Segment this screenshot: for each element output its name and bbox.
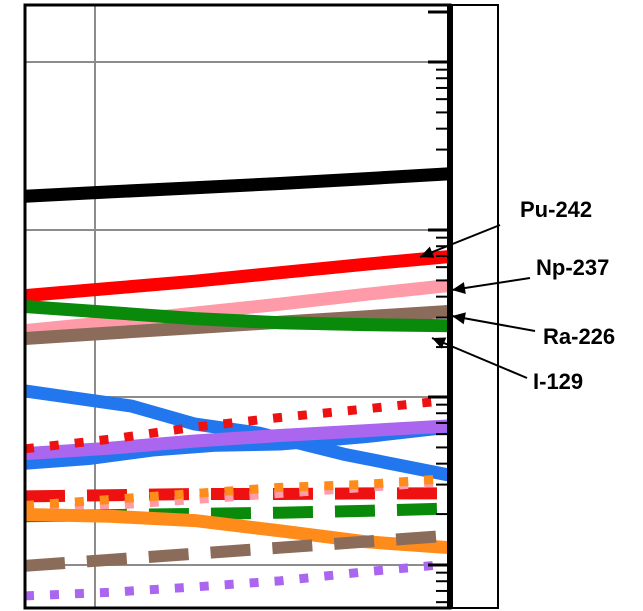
series-line-np-237 bbox=[24, 278, 451, 338]
series-line-10 bbox=[24, 487, 450, 503]
series-line-16 bbox=[24, 559, 451, 601]
arrow-head-ra-226 bbox=[452, 312, 466, 325]
series-line-14 bbox=[24, 508, 451, 555]
label-i-129: I-129 bbox=[533, 369, 583, 394]
series-line-i-129 bbox=[24, 300, 451, 333]
side-panel bbox=[449, 4, 499, 609]
legend-labels: Pu-242 Np-237 Ra-226 I-129 bbox=[520, 197, 615, 394]
series-line-15 bbox=[24, 529, 451, 572]
series-group bbox=[24, 167, 452, 601]
series-line-8 bbox=[24, 419, 451, 461]
label-ra-226: Ra-226 bbox=[543, 324, 615, 349]
arrow-head-i-129 bbox=[432, 337, 447, 349]
arrow-line-np-237 bbox=[451, 277, 531, 291]
plot-frame bbox=[23, 3, 499, 610]
series-line-12 bbox=[24, 473, 451, 510]
label-arrows bbox=[419, 224, 536, 379]
arrow-head-np-237 bbox=[452, 282, 466, 294]
label-pu-242: Pu-242 bbox=[520, 197, 592, 222]
arrow-line-i-129 bbox=[431, 337, 528, 379]
arrow-line-pu-242 bbox=[419, 224, 501, 258]
series-line-9 bbox=[24, 395, 451, 454]
series-line-6 bbox=[24, 384, 452, 482]
arrow-head-pu-242 bbox=[420, 246, 435, 258]
arrow-line-ra-226 bbox=[451, 315, 536, 332]
series-line-pu-242 bbox=[24, 250, 451, 303]
series-line-5 bbox=[24, 167, 451, 203]
label-np-237: Np-237 bbox=[536, 255, 609, 280]
